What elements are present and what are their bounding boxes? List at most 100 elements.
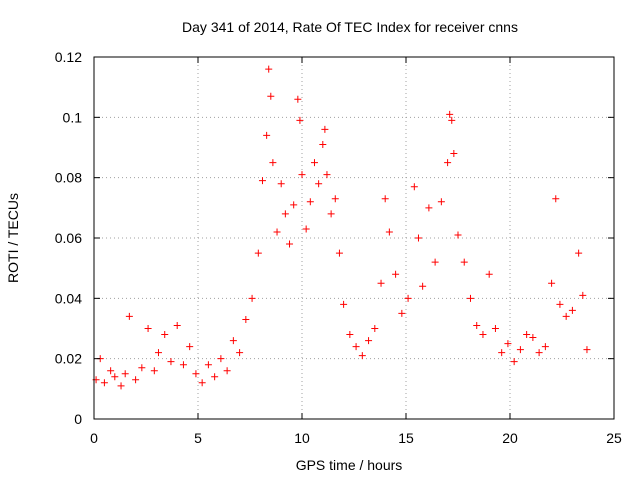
x-tick-label: 20	[502, 430, 518, 446]
data-point	[100, 379, 108, 387]
data-point	[204, 361, 212, 369]
data-point	[179, 361, 187, 369]
data-point	[575, 249, 583, 257]
data-point	[167, 358, 175, 366]
data-point	[358, 352, 366, 360]
data-point	[306, 198, 314, 206]
data-point	[273, 228, 281, 236]
data-point	[377, 279, 385, 287]
data-point	[161, 331, 169, 339]
data-point	[290, 201, 298, 209]
data-point	[448, 116, 456, 124]
data-point	[381, 195, 389, 203]
data-point	[186, 343, 194, 351]
data-point	[121, 370, 129, 378]
data-point	[192, 370, 200, 378]
data-point	[504, 340, 512, 348]
data-point	[498, 349, 506, 357]
data-point	[392, 270, 400, 278]
data-point	[352, 343, 360, 351]
data-point	[410, 183, 418, 191]
data-point	[254, 249, 262, 257]
data-point	[138, 364, 146, 372]
data-point	[319, 140, 327, 148]
data-point	[173, 321, 181, 329]
data-point	[335, 249, 343, 257]
data-point	[277, 180, 285, 188]
data-point	[340, 300, 348, 308]
x-tick-label: 15	[398, 430, 414, 446]
data-point	[269, 159, 277, 167]
data-point	[111, 373, 119, 381]
data-point	[211, 373, 219, 381]
y-tick-label: 0	[74, 411, 82, 427]
data-point	[371, 325, 379, 332]
axis-ticks: 0 5 10 15 20 25 0 0.02 0.04 0.06 0.08 0.1 0.12	[55, 49, 622, 446]
data-point	[516, 346, 524, 354]
y-tick-label: 0.04	[55, 290, 82, 306]
data-point	[541, 343, 549, 351]
data-point	[323, 171, 331, 179]
data-point	[258, 177, 266, 185]
data-point	[437, 198, 445, 206]
data-point	[485, 270, 493, 278]
x-tick-label: 5	[194, 430, 202, 446]
data-point	[267, 92, 275, 100]
data-point	[346, 331, 354, 339]
data-point	[491, 325, 499, 332]
data-point	[419, 282, 427, 290]
x-axis-label: GPS time / hours	[296, 457, 403, 473]
y-tick-label: 0.06	[55, 230, 82, 246]
y-axis-label: ROTI / TECUs	[5, 193, 21, 283]
data-point	[535, 349, 543, 357]
data-point	[125, 312, 133, 320]
data-point	[510, 358, 518, 366]
data-point	[229, 337, 237, 345]
data-point	[414, 234, 422, 242]
data-point	[144, 325, 152, 332]
data-point	[263, 131, 271, 139]
x-tick-label: 0	[90, 430, 98, 446]
data-point	[298, 171, 306, 179]
data-point	[562, 312, 570, 320]
data-points	[92, 65, 591, 390]
data-point	[302, 225, 310, 233]
y-tick-label: 0.12	[55, 49, 82, 65]
data-point	[315, 180, 323, 188]
data-point	[331, 195, 339, 203]
data-point	[198, 379, 206, 387]
data-point	[327, 210, 335, 218]
data-point	[479, 331, 487, 339]
data-point	[552, 195, 560, 203]
data-point	[398, 309, 406, 317]
x-tick-label: 25	[606, 430, 622, 446]
data-point	[473, 321, 481, 329]
data-point	[107, 367, 115, 375]
chart-title: Day 341 of 2014, Rate Of TEC Index for r…	[182, 19, 518, 35]
data-point	[548, 279, 556, 287]
data-point	[404, 294, 412, 302]
data-point	[523, 331, 531, 339]
data-point	[248, 294, 256, 302]
data-point	[454, 231, 462, 239]
data-point	[579, 291, 587, 299]
data-point	[154, 349, 162, 357]
data-point	[117, 382, 125, 390]
data-point	[431, 258, 439, 266]
data-point	[217, 355, 225, 363]
data-point	[236, 349, 244, 357]
data-point	[446, 110, 454, 118]
y-tick-label: 0.08	[55, 170, 82, 186]
y-tick-label: 0.1	[63, 109, 83, 125]
data-point	[365, 337, 373, 345]
data-point	[281, 210, 289, 218]
data-point	[450, 150, 458, 158]
data-point	[132, 376, 140, 384]
data-point	[294, 95, 302, 103]
data-point	[150, 367, 158, 375]
data-point	[286, 240, 294, 248]
data-point	[583, 346, 591, 354]
data-point	[223, 367, 231, 375]
data-point	[568, 306, 576, 314]
